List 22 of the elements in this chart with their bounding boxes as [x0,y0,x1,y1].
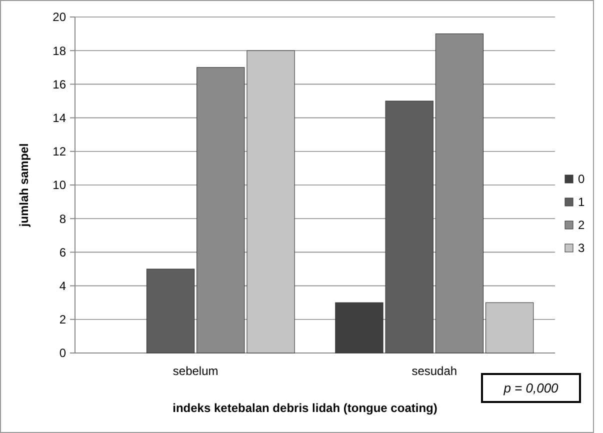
y-tick-label: 2 [59,312,66,327]
legend-label: 2 [578,218,585,232]
text: p = 0,000 [502,380,560,396]
x-axis-title: indeks ketebalan debris lidah (tongue coating) [172,401,438,415]
legend-label: 0 [578,172,585,186]
bar [486,302,534,354]
y-tick-label: 18 [52,44,66,58]
y-tick-label: 0 [59,346,66,360]
y-tick-label: 6 [59,245,66,260]
y-tick-label: 14 [52,111,66,125]
x-tick-label: sebelum [172,364,218,378]
y-tick-label: 12 [52,144,66,159]
y-tick-label: 10 [52,178,66,192]
x-tick-label: sesudah [412,364,458,378]
y-axis-title: jumlah sampel [17,143,31,228]
legend-label: 3 [578,241,585,256]
y-tick-label: 4 [59,279,66,293]
legend-label: 1 [578,195,585,210]
y-tick-label: 16 [52,77,66,92]
y-tick-label: 8 [59,212,66,226]
y-tick-label: 20 [52,10,66,24]
bar [146,268,195,354]
